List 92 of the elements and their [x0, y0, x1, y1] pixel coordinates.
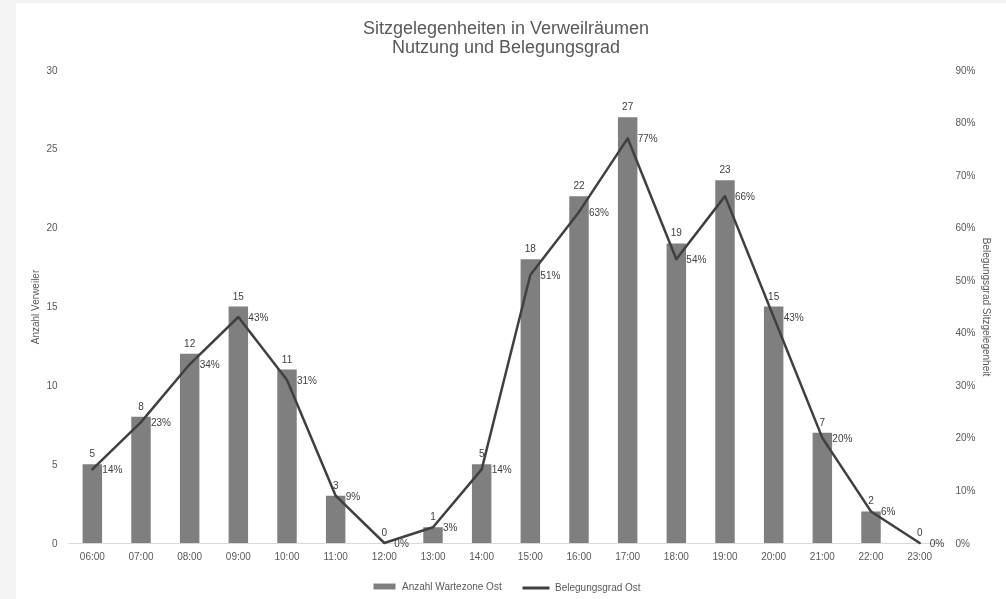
y-tick-label: 25 [46, 143, 58, 155]
data-label: 0 [381, 527, 388, 538]
data-label: 51% [540, 269, 561, 281]
bar [812, 432, 833, 543]
legend-label: Anzahl Wartezone Ost [402, 580, 502, 592]
data-label: 18 [524, 243, 537, 255]
data-label: 1 [430, 511, 437, 523]
y-tick-label: 30 [46, 64, 58, 76]
x-tick-label: 21:00 [809, 550, 836, 562]
y2-tick-label: 0% [955, 537, 971, 549]
data-label: 6% [881, 506, 896, 518]
bar [715, 180, 735, 543]
bar [131, 416, 151, 543]
x-tick-label: 15:00 [517, 550, 544, 562]
data-label: 34% [199, 359, 220, 371]
y2-axis-title: Belegungsgrad Sitzgelegenheit [980, 237, 992, 377]
chart-subtitle: Nutzung und Belegungsgrad [391, 37, 621, 57]
data-label: 23 [719, 164, 731, 176]
data-label: 9% [345, 490, 361, 502]
data-label: 5 [478, 448, 485, 460]
x-tick-label: 07:00 [128, 550, 154, 562]
data-label: 15 [768, 290, 780, 302]
x-tick-label: 12:00 [371, 550, 398, 562]
x-tick-label: 14:00 [469, 550, 495, 562]
bar [763, 306, 784, 543]
y-axis-title: Anzahl Verweiler [30, 269, 42, 345]
data-label: 0 [916, 527, 923, 538]
x-tick-label: 17:00 [615, 550, 641, 562]
x-tick-label: 11:00 [323, 550, 349, 562]
x-tick-label: 18:00 [663, 550, 690, 562]
bar [228, 306, 249, 543]
bar [82, 464, 103, 543]
data-label: 5 [89, 448, 96, 460]
y-tick-label: 5 [51, 458, 58, 470]
bar [325, 495, 346, 543]
data-label: 19 [670, 227, 683, 239]
data-label: 54% [686, 254, 707, 266]
data-label: 3 [332, 479, 339, 491]
data-label: 66% [735, 191, 756, 203]
y2-tick-label: 50% [955, 274, 976, 286]
data-label: 31% [297, 375, 318, 387]
x-tick-label: 13:00 [420, 550, 446, 562]
x-tick-label: 10:00 [274, 550, 300, 562]
data-label: 7 [819, 416, 826, 428]
x-tick-label: 19:00 [712, 550, 738, 562]
data-label: 14% [491, 464, 512, 476]
data-label: 22 [573, 180, 585, 192]
bar [861, 511, 881, 543]
y2-tick-label: 10% [955, 484, 976, 496]
data-label: 3% [443, 522, 458, 534]
y2-tick-label: 70% [955, 169, 976, 181]
y2-tick-label: 80% [955, 117, 976, 129]
bar [471, 464, 492, 543]
data-label: 15 [232, 290, 245, 302]
legend-label: Belegungsgrad Ost [555, 582, 641, 593]
x-tick-label: 08:00 [177, 550, 203, 562]
y2-tick-label: 20% [955, 432, 976, 444]
bar [423, 527, 443, 543]
x-tick-label: 16:00 [566, 550, 592, 562]
data-label: 8 [138, 400, 145, 412]
data-label: 27 [622, 101, 634, 113]
data-label: 77% [637, 133, 658, 145]
chart-title: Sitzgelegenheiten in Verweilräumen [362, 18, 650, 38]
y2-tick-label: 40% [955, 327, 976, 339]
data-label: 43% [248, 312, 269, 324]
y2-tick-label: 90% [955, 64, 976, 76]
data-label: 0% [929, 538, 945, 549]
bar [666, 243, 687, 543]
data-label: 14% [102, 464, 123, 476]
bar [520, 259, 541, 543]
bar [617, 117, 638, 543]
x-tick-label: 22:00 [858, 550, 884, 562]
y-tick-label: 15 [46, 301, 58, 312]
x-tick-label: 20:00 [761, 550, 787, 562]
y-tick-label: 20 [46, 222, 58, 234]
data-label: 23% [151, 417, 172, 429]
x-tick-label: 09:00 [225, 550, 252, 562]
data-label: 11 [281, 353, 293, 365]
data-label: 12 [184, 337, 196, 349]
x-tick-label: 23:00 [907, 550, 933, 562]
data-label: 43% [783, 312, 804, 324]
data-label: 2 [868, 495, 875, 507]
y2-tick-label: 30% [955, 379, 976, 391]
y2-tick-label: 60% [955, 222, 976, 234]
y-tick-label: 0 [51, 537, 58, 549]
bar [179, 353, 200, 543]
y-tick-label: 10 [46, 379, 58, 391]
x-tick-label: 06:00 [79, 550, 106, 562]
data-label: 20% [832, 432, 853, 444]
bar [569, 196, 589, 543]
bar [277, 369, 297, 543]
data-label: 63% [589, 206, 610, 218]
